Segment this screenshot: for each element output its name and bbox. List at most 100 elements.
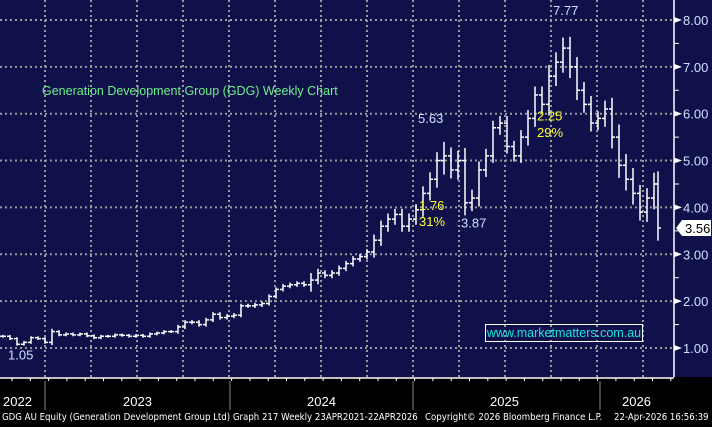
ohlc-bar <box>49 328 55 346</box>
price-annotation: 1.76 <box>419 198 444 213</box>
price-annotation: 1.05 <box>8 348 33 363</box>
ohlc-bar <box>147 332 153 338</box>
ohlc-bar <box>224 314 230 320</box>
ohlc-bar <box>91 334 97 340</box>
ohlc-bar <box>175 324 181 334</box>
ohlc-bar <box>336 265 342 276</box>
ohlc-bar <box>588 95 594 132</box>
ohlc-bar <box>434 152 440 188</box>
watermark-link[interactable]: www.marketmatters.com.au <box>485 324 643 342</box>
ohlc-bar <box>525 109 531 146</box>
ohlc-bar <box>623 153 629 191</box>
ohlc-bar <box>70 332 76 337</box>
ohlc-bar <box>63 332 69 337</box>
ohlc-bar <box>462 147 468 216</box>
ohlc-bar <box>84 332 90 338</box>
ohlc-bar <box>217 312 223 320</box>
ohlc-bar <box>28 336 34 344</box>
ohlc-bar <box>497 116 503 135</box>
x-year-label: 2022 <box>3 394 32 409</box>
ohlc-bar <box>511 140 517 162</box>
ohlc-bar <box>126 333 132 338</box>
x-year-label: 2024 <box>307 394 336 409</box>
price-annotation: 3.87 <box>461 216 486 231</box>
ohlc-bar <box>119 333 125 337</box>
ohlc-bar <box>140 333 146 338</box>
ohlc-bar <box>266 294 272 306</box>
ohlc-bar <box>378 220 384 246</box>
y-tick-arrow <box>674 345 682 351</box>
plot-background <box>0 0 712 377</box>
ohlc-bar <box>532 86 538 127</box>
y-tick-arrow <box>674 16 682 23</box>
last-price-box <box>676 220 711 237</box>
y-tick-arrow <box>674 110 682 117</box>
ohlc-bar <box>308 273 314 292</box>
y-tick-arrow <box>674 204 682 211</box>
ohlc-bar <box>14 337 20 346</box>
ohlc-bar <box>203 317 209 327</box>
ohlc-bar <box>77 332 83 337</box>
y-tick-arrow <box>674 251 682 258</box>
y-tick-label: 5.00 <box>683 154 708 169</box>
ohlc-bar <box>644 188 650 222</box>
ohlc-bar <box>161 330 167 335</box>
ohlc-bar <box>259 301 265 307</box>
x-year-label: 2023 <box>123 394 152 409</box>
x-year-label: 2026 <box>622 394 651 409</box>
ohlc-bar <box>287 282 293 289</box>
ohlc-bar <box>609 97 615 149</box>
ohlc-bar <box>245 303 251 308</box>
ohlc-bar <box>455 150 461 180</box>
ohlc-bar <box>504 116 510 154</box>
ohlc-bar <box>518 130 524 163</box>
footer-security-info: GDG AU Equity (Generation Development Gr… <box>2 412 418 423</box>
ohlc-bar <box>294 281 300 287</box>
last-price-label: 3.56 <box>685 221 710 236</box>
ohlc-bar <box>231 313 237 319</box>
ohlc-bar <box>280 284 286 292</box>
ohlc-bar <box>595 111 601 131</box>
ohlc-bar <box>210 312 216 322</box>
y-tick-arrow <box>674 298 682 305</box>
ohlc-bar <box>448 147 454 179</box>
ohlc-bar <box>546 64 552 116</box>
ohlc-bar <box>560 37 566 73</box>
ohlc-bar <box>399 208 405 232</box>
ohlc-bar <box>616 124 622 178</box>
ohlc-bar <box>441 141 447 175</box>
ohlc-bar <box>364 249 370 260</box>
y-tick-label: 3.00 <box>683 247 708 262</box>
ohlc-bar <box>105 334 111 338</box>
ohlc-bar <box>56 330 62 337</box>
x-year-label: 2025 <box>490 394 519 409</box>
ohlc-bar <box>413 204 419 225</box>
ohlc-bar <box>189 320 195 325</box>
ohlc-bar <box>168 330 174 334</box>
ohlc-bar <box>329 270 335 279</box>
chart-title: Generation Development Group (GDG) Weekl… <box>42 84 338 98</box>
y-tick-label: 1.00 <box>683 341 708 356</box>
ohlc-bar <box>427 172 433 201</box>
ohlc-bar <box>385 213 391 232</box>
price-annotation: 7.77 <box>553 3 578 18</box>
y-tick-label: 7.00 <box>683 60 708 75</box>
ohlc-bar <box>98 334 104 340</box>
ohlc-bar <box>0 334 6 338</box>
ohlc-bar <box>539 86 545 113</box>
ohlc-bar <box>112 333 118 338</box>
price-annotation: 31% <box>419 214 445 229</box>
y-tick-label: 4.00 <box>683 200 708 215</box>
ohlc-bar <box>182 320 188 330</box>
ohlc-bar <box>602 100 608 127</box>
ohlc-bar <box>392 208 398 225</box>
y-tick-label: 8.00 <box>683 13 708 28</box>
y-tick-label: 6.00 <box>683 107 708 122</box>
ohlc-bar <box>315 268 321 285</box>
y-tick-label: 2.00 <box>683 294 708 309</box>
price-annotation: 2.25 <box>537 109 562 124</box>
ohlc-bar <box>273 287 279 299</box>
ohlc-bar <box>420 186 426 217</box>
ohlc-bar <box>567 36 573 79</box>
footer-timestamp: 22-Apr-2026 16:56:39 <box>614 412 709 423</box>
